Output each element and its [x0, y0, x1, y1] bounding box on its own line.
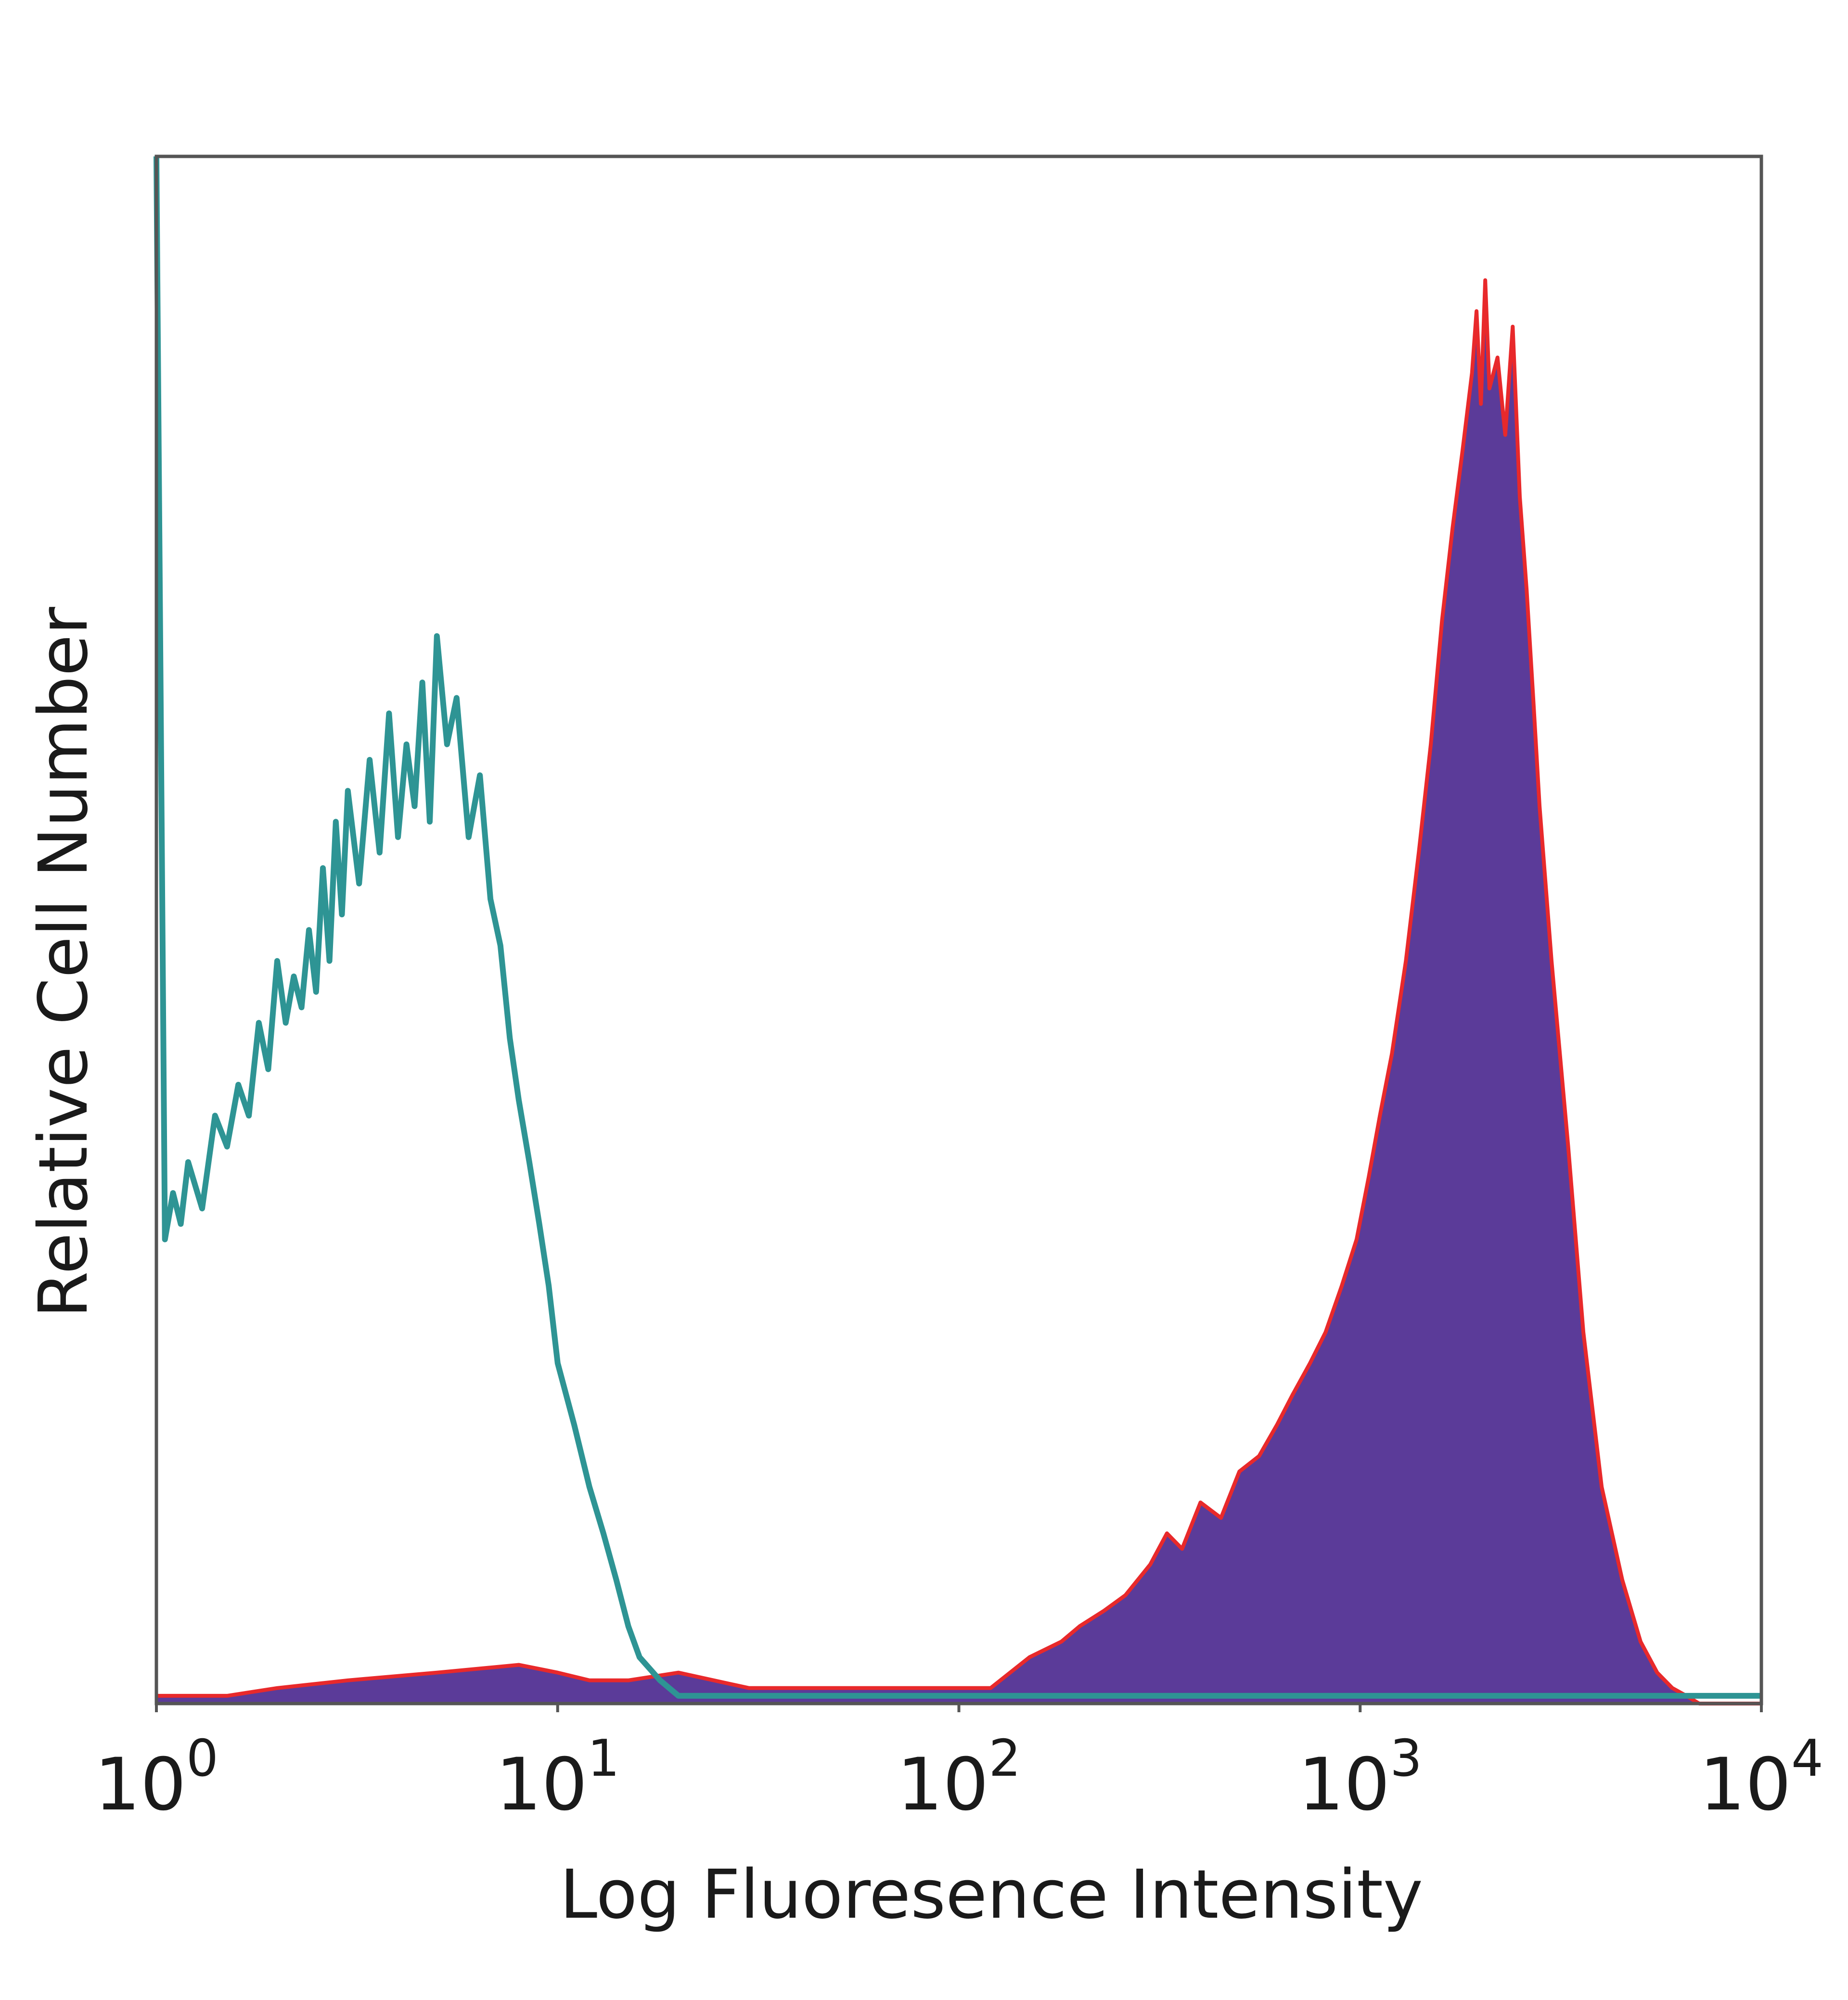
x-axis-label: Log Fluoresence Intensity: [560, 1856, 1423, 1934]
x-tick-label: 100: [94, 1729, 218, 1827]
x-tick-label: 103: [1298, 1729, 1422, 1827]
x-tick-label: 102: [897, 1729, 1021, 1827]
x-tick-layer: 100 101 102 103 104: [94, 1704, 1823, 1827]
stained-histogram-outline: [156, 278, 1761, 1705]
x-tick-label: 101: [496, 1729, 620, 1827]
isotype-histogram-line: [154, 156, 1761, 1699]
y-axis-label: Relative Cell Number: [25, 607, 103, 1318]
x-tick-label: 104: [1699, 1729, 1823, 1827]
series-layer: [154, 156, 1761, 1705]
stained-histogram-fill: [156, 280, 1761, 1704]
